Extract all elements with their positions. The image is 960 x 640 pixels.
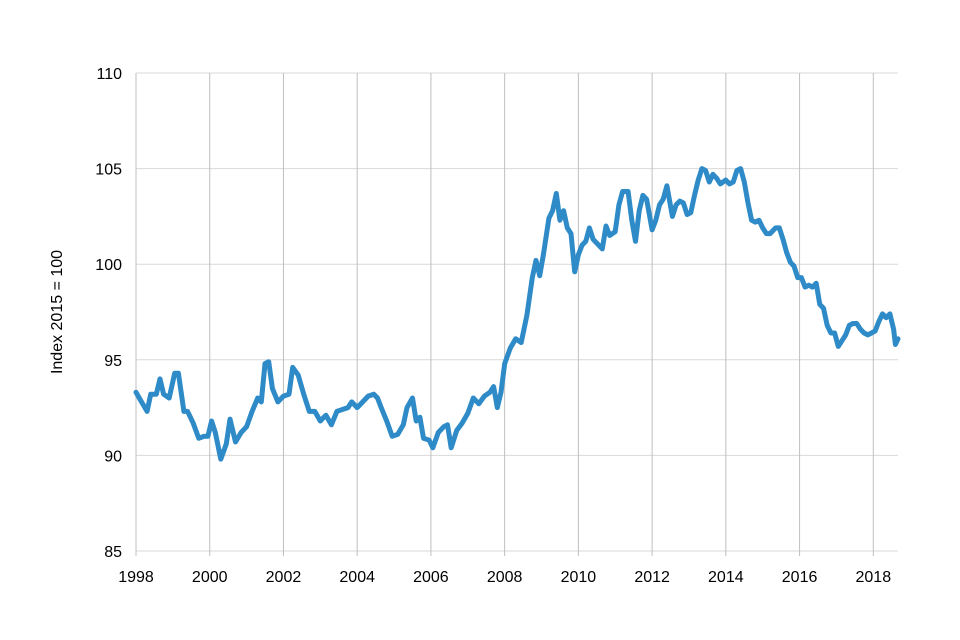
x-tick-label: 2014 — [708, 569, 744, 586]
x-tick-label: 2010 — [561, 569, 597, 586]
series-group — [133, 166, 901, 462]
x-tick-label: 2012 — [634, 569, 670, 586]
x-tick-label: 2008 — [487, 569, 523, 586]
y-tick-label: 85 — [104, 544, 122, 561]
x-tick-label: 2016 — [782, 569, 818, 586]
x-tick-label: 2004 — [339, 569, 375, 586]
y-tick-label: 110 — [96, 66, 122, 83]
y-axis-title: Index 2015 = 100 — [49, 250, 66, 374]
series-line — [133, 166, 901, 462]
x-tick-label: 2018 — [856, 569, 892, 586]
y-tick-label: 90 — [104, 448, 122, 465]
y-tick-label: 105 — [95, 162, 122, 179]
grid-lines — [135, 72, 898, 556]
y-tick-label: 100 — [95, 257, 122, 274]
x-tick-label: 2002 — [266, 569, 302, 586]
x-axis-tick-labels: 1998 2000 2002 2004 2006 2008 2010 2012 2014 2016… — [118, 569, 891, 586]
x-tick-label: 2006 — [413, 569, 449, 586]
y-tick-label: 95 — [104, 353, 122, 370]
x-tick-label: 1998 — [118, 569, 154, 586]
x-tick-label: 2000 — [192, 569, 228, 586]
y-axis-tick-labels: 85 90 95 100 105 110 — [95, 66, 122, 561]
